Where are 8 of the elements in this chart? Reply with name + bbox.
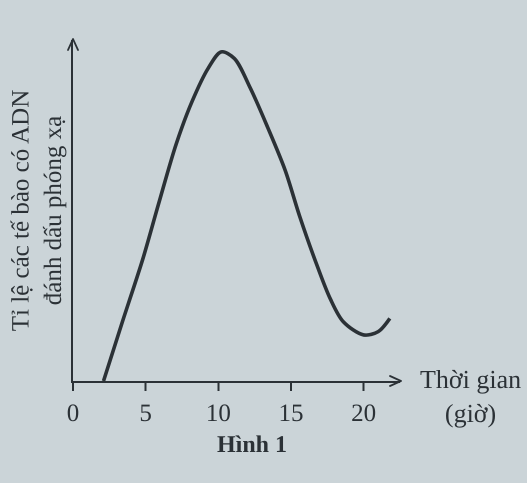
x-tick-label: 0 bbox=[66, 400, 80, 428]
x-tick-label: 10 bbox=[206, 400, 231, 428]
x-tick-label: 15 bbox=[278, 400, 304, 428]
x-tick-label: 5 bbox=[139, 400, 152, 428]
x-axis-title: Thời gian (giờ) bbox=[420, 365, 522, 428]
text: Hình 1 bbox=[217, 432, 288, 458]
y-axis-title: Tỉ lệ các tế bào có ADN đánh dấu phóng xạ bbox=[8, 90, 68, 332]
x-tick-label: 20 bbox=[351, 400, 376, 428]
